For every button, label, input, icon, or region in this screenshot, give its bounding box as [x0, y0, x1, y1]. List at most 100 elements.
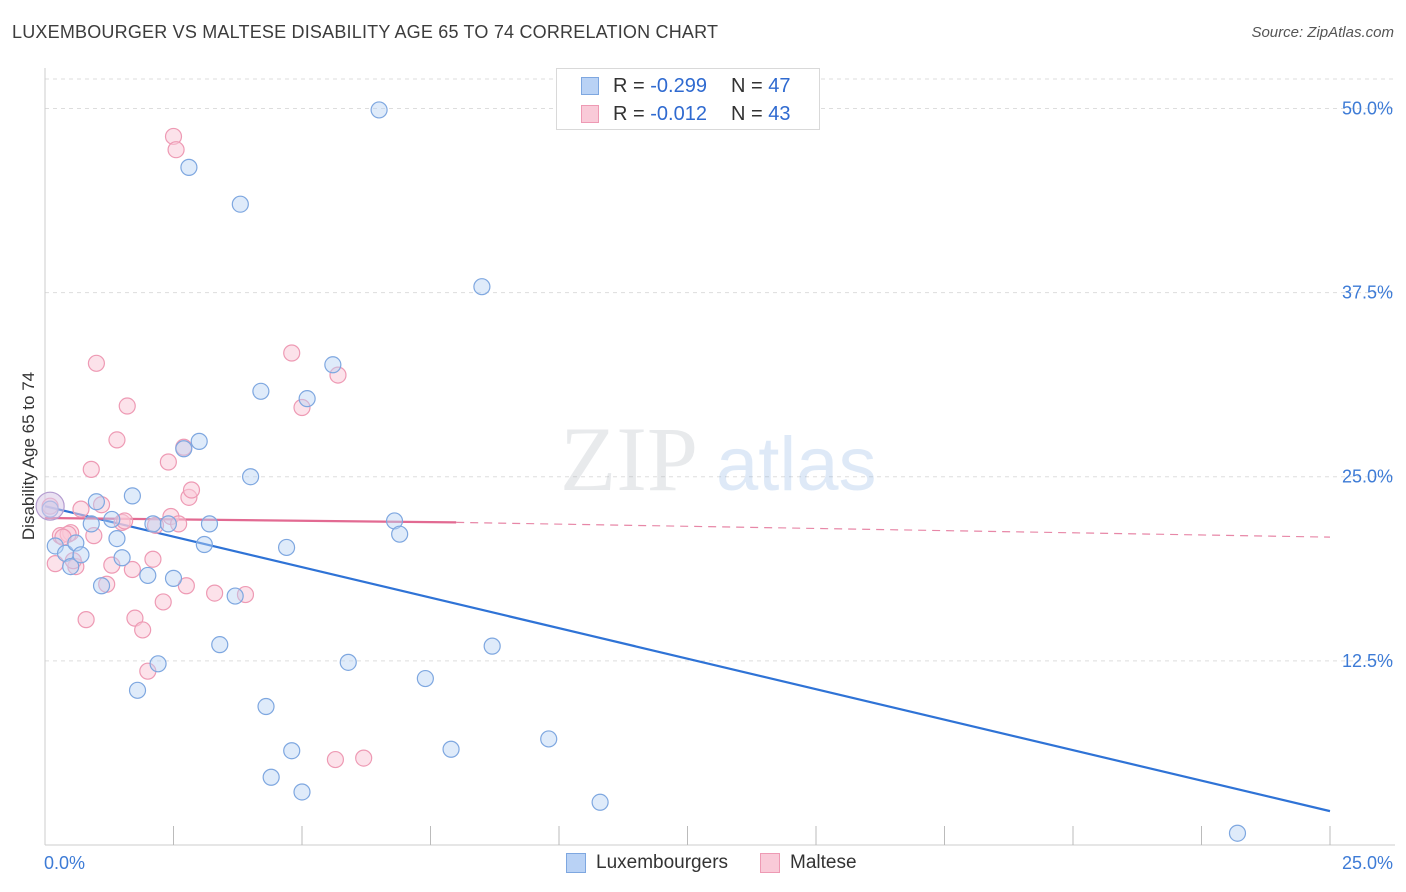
data-point-luxembourgers: [298, 390, 316, 408]
gridlines: [45, 78, 1395, 662]
data-point-luxembourgers: [591, 793, 609, 811]
data-point-luxembourgers: [416, 669, 434, 688]
data-point-maltese: [177, 577, 195, 595]
legend-n-label: N =: [730, 74, 763, 97]
y-tick-label: 25.0%: [1342, 467, 1393, 487]
data-point-luxembourgers: [87, 493, 106, 511]
data-point-luxembourgers: [149, 655, 167, 673]
data-point-luxembourgers: [324, 356, 342, 374]
data-point-maltese: [206, 584, 224, 602]
data-point-luxembourgers: [82, 515, 100, 533]
data-point-maltese: [82, 460, 100, 478]
data-point-maltese: [154, 593, 172, 611]
y-tick-label: 37.5%: [1342, 283, 1393, 303]
data-point-luxembourgers: [391, 525, 409, 543]
data-point-maltese: [87, 354, 106, 372]
data-point-luxembourgers: [195, 535, 213, 554]
data-point-luxembourgers: [226, 587, 244, 605]
data-point-luxembourgers: [180, 158, 198, 176]
data-point-luxembourgers: [190, 432, 208, 450]
legend-r-label: R =: [613, 74, 645, 97]
data-point-maltese: [92, 496, 111, 514]
trend-line-maltese: [44, 516, 457, 524]
data-point-luxembourgers: [483, 637, 501, 655]
data-point-luxembourgers: [92, 577, 111, 595]
data-point-luxembourgers: [159, 515, 177, 533]
legend-item-luxembourgers: Luxembourgers: [566, 852, 728, 874]
tick-labels: 12.5% 25.0% 37.5% 50.0% 0.0% 25.0%: [44, 98, 1393, 873]
data-point-maltese: [167, 141, 185, 159]
y-axis-label: Disability Age 65 to 74: [19, 372, 38, 540]
data-point-luxembourgers: [175, 440, 193, 458]
data-point-luxembourgers: [108, 529, 126, 548]
data-point-luxembourgers: [144, 515, 162, 533]
data-point-maltese: [182, 481, 201, 499]
data-point-luxembourgers: [283, 742, 301, 760]
legend-n-label: N =: [730, 102, 763, 125]
data-point-luxembourgers: [385, 512, 404, 530]
trend-line-luxembourgers: [44, 505, 1331, 813]
data-point-luxembourgers: [231, 195, 249, 213]
legend-swatch-luxembourgers: [566, 853, 586, 873]
data-point-maltese: [77, 611, 95, 629]
data-point-maltese: [134, 621, 152, 639]
trend-line-maltese-extension: [456, 521, 1331, 538]
legend-n-value: 43: [768, 102, 791, 125]
x-tick-label-right: 25.0%: [1342, 853, 1393, 873]
data-point-luxembourgers: [72, 546, 90, 564]
legend-swatch-pink: [581, 105, 599, 123]
trend-lines: [44, 505, 1331, 813]
data-point-maltese: [283, 344, 301, 362]
data-point-luxembourgers: [242, 468, 260, 486]
data-point-maltese: [123, 560, 141, 579]
data-point-luxembourgers: [211, 636, 229, 654]
data-point-maltese: [159, 453, 177, 471]
watermark: ZIP atlas: [560, 408, 877, 510]
data-point-luxembourgers: [1228, 824, 1247, 842]
legend-r-label: R =: [613, 102, 645, 125]
data-point-luxembourgers: [139, 566, 157, 585]
data-point-maltese: [329, 366, 347, 384]
data-point-luxembourgers: [62, 557, 80, 576]
data-points: [35, 101, 1247, 842]
legend-n-value: 47: [768, 74, 791, 97]
legend-row-maltese: R = -0.012 N = 43: [581, 101, 790, 127]
data-point-luxembourgers: [442, 740, 460, 758]
data-point-luxembourgers: [113, 549, 131, 567]
data-point-luxembourgers: [370, 101, 388, 119]
legend-label-luxembourgers: Luxembourgers: [596, 852, 729, 873]
legend-label-maltese: Maltese: [790, 852, 857, 873]
data-point-maltese: [118, 397, 136, 415]
correlation-legend: R = -0.299 N = 47 R = -0.012 N = 43: [556, 68, 820, 130]
data-point-luxembourgers: [164, 569, 183, 587]
data-point-luxembourgers: [277, 538, 296, 557]
data-point-maltese: [144, 550, 162, 568]
data-point-maltese: [355, 749, 373, 767]
data-point-maltese: [326, 750, 345, 769]
data-point-maltese: [108, 431, 126, 449]
data-point-luxembourgers: [339, 653, 357, 671]
legend-swatch-blue: [581, 77, 599, 95]
data-point-luxembourgers: [128, 681, 147, 699]
series-legend: Luxembourgers Maltese: [566, 852, 889, 874]
y-tick-label: 12.5%: [1342, 651, 1393, 671]
data-point-luxembourgers: [257, 697, 275, 716]
legend-r-value: -0.299: [650, 74, 707, 97]
legend-swatch-maltese: [760, 853, 781, 873]
data-point-cluster: [35, 491, 65, 521]
data-point-luxembourgers: [540, 730, 558, 748]
x-tick-label-left: 0.0%: [44, 853, 85, 873]
legend-item-maltese: Maltese: [760, 852, 857, 874]
data-point-maltese: [293, 398, 311, 417]
chart-title: LUXEMBOURGER VS MALTESE DISABILITY AGE 6…: [12, 22, 719, 42]
data-point-luxembourgers: [252, 382, 270, 400]
watermark-atlas: atlas: [716, 422, 877, 507]
data-point-luxembourgers: [200, 515, 219, 533]
y-tick-label: 50.0%: [1342, 98, 1393, 118]
data-point-maltese: [116, 512, 134, 530]
data-point-luxembourgers: [103, 510, 121, 529]
data-point-luxembourgers: [123, 487, 141, 505]
data-point-maltese: [72, 500, 90, 518]
watermark-zip: ZIP: [560, 408, 698, 510]
